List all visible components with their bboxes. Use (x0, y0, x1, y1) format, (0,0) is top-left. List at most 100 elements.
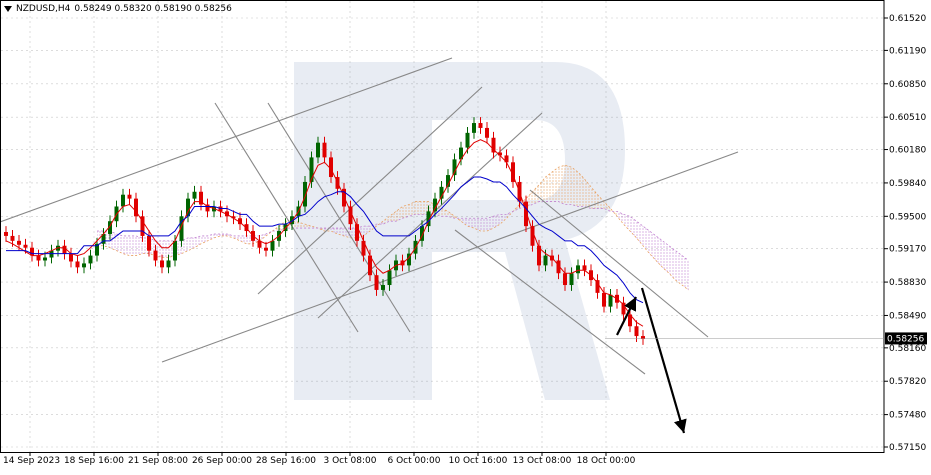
cloud-segment (617, 211, 624, 225)
candle (530, 220, 535, 252)
candle-body (75, 261, 80, 268)
cloud-segment (480, 218, 487, 232)
candle-body (407, 253, 411, 266)
cloud-segment (318, 228, 325, 232)
cloud-segment (500, 214, 507, 225)
candle-body (569, 273, 574, 286)
candle (504, 149, 509, 169)
candle (563, 267, 567, 291)
trend-line (0, 57, 453, 223)
candle-body (608, 294, 613, 307)
cloud-segment (402, 204, 409, 219)
candle (420, 220, 424, 247)
candle (498, 146, 502, 162)
current-price-label: 0.58256 (887, 334, 924, 344)
candle-body (459, 147, 463, 160)
candle (75, 255, 80, 274)
cloud-segment (649, 231, 656, 261)
x-tick-label: 14 Sep 2023 (3, 456, 60, 466)
candle (491, 131, 496, 159)
candle (602, 286, 606, 313)
y-tick-label: 0.60510 (889, 113, 926, 123)
candle-body (530, 226, 535, 246)
candle (166, 254, 171, 274)
trend-line (161, 151, 739, 363)
tenkan-line (5, 139, 644, 327)
cloud-segment (675, 250, 682, 286)
dropdown-triangle-icon[interactable] (4, 6, 12, 12)
cloud-segment (207, 233, 214, 241)
candle (82, 257, 86, 274)
candle (595, 274, 600, 299)
cloud-segment (584, 178, 591, 209)
candle-body (108, 221, 112, 234)
candle (88, 249, 93, 270)
candle (478, 117, 483, 134)
candle-body (381, 285, 385, 290)
cloud-segment (623, 214, 630, 232)
y-tick-label: 0.58490 (889, 311, 926, 321)
candle-body (498, 152, 502, 156)
candle (582, 259, 587, 277)
trend-line (529, 189, 709, 338)
candle (62, 239, 67, 260)
y-tick-label: 0.60180 (889, 146, 926, 156)
candle (556, 254, 561, 280)
cloud-segment (123, 235, 130, 256)
x-tick-label: 13 Oct 08:00 (513, 456, 572, 466)
cloud-segment (662, 240, 669, 274)
cloud-segment (298, 222, 305, 229)
candle (270, 234, 275, 257)
candle (485, 122, 489, 144)
candle-body (316, 142, 320, 158)
candle (160, 254, 164, 274)
candle-body (478, 123, 483, 128)
candle (472, 117, 476, 139)
candle-body (192, 191, 197, 199)
candle-body (374, 275, 379, 290)
cloud-segment (669, 245, 676, 281)
candle-body (504, 155, 509, 163)
candle-body (62, 245, 67, 254)
candle-body (140, 216, 145, 236)
candle-body (147, 235, 151, 251)
candle-body (101, 233, 106, 244)
cloud-segment (630, 216, 637, 238)
cloud-segment (194, 235, 201, 248)
candle (348, 200, 353, 231)
candle (426, 205, 431, 233)
candle (641, 330, 645, 345)
cloud-segment (331, 228, 338, 234)
candle-body (231, 216, 236, 219)
candle (576, 259, 580, 280)
candle (524, 195, 528, 233)
cloud-segment (181, 237, 188, 254)
candle-body (160, 260, 164, 268)
trend-line (257, 86, 483, 295)
candle-body (264, 247, 268, 251)
candle-body (199, 191, 203, 205)
cloud-segment (487, 216, 494, 232)
candle (186, 192, 190, 223)
candle-body (238, 218, 242, 225)
cloud-segment (136, 235, 143, 256)
candle (140, 210, 145, 242)
candle-body (472, 123, 476, 133)
candle (322, 136, 327, 164)
cloud-segment (565, 165, 572, 205)
candle (608, 288, 613, 313)
cloud-segment (337, 228, 344, 236)
candle-body (355, 224, 359, 241)
cloud-segment (461, 218, 468, 227)
candle-body (556, 260, 561, 274)
cloud-segment (467, 218, 474, 229)
candle-body (69, 253, 73, 262)
cloud-segment (682, 255, 689, 290)
candle (303, 176, 307, 213)
cloud-segment (474, 218, 481, 232)
span-b-line (97, 201, 689, 261)
x-tick-label: 21 Sep 08:00 (128, 456, 188, 466)
y-tick-label: 0.58160 (889, 344, 926, 354)
candle (407, 247, 411, 272)
